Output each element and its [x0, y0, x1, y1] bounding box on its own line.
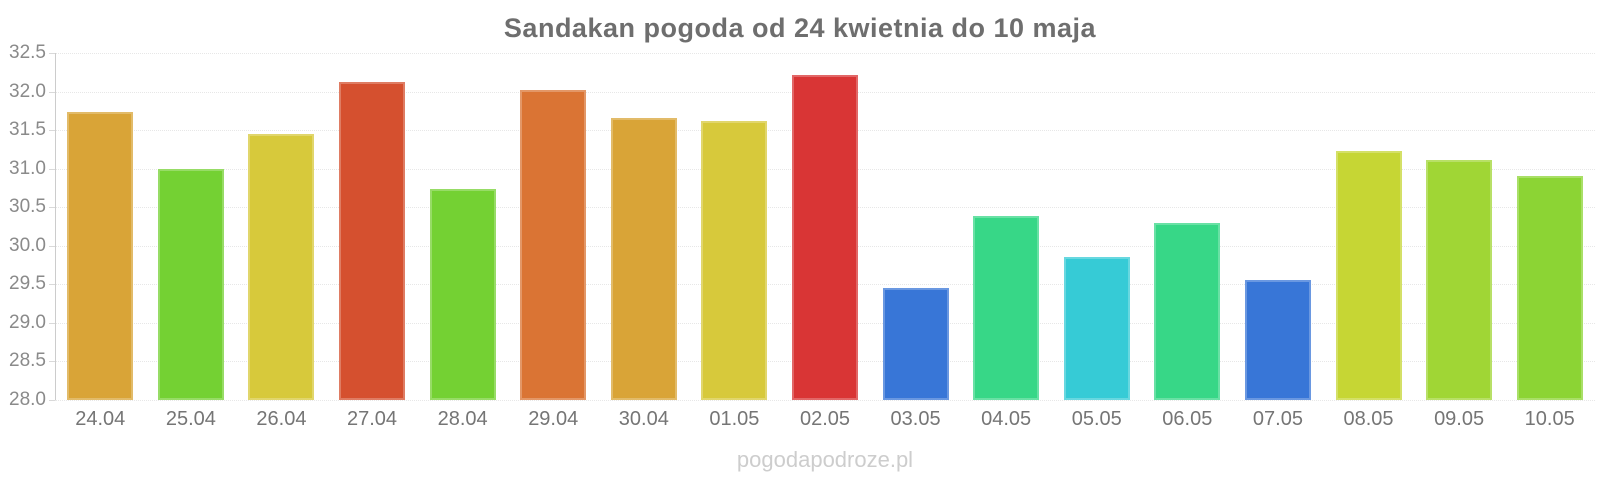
x-tick-label: 26.04 [256, 408, 307, 430]
x-tick-label: 02.05 [799, 408, 851, 430]
gridline [55, 53, 1595, 54]
x-tick-label: 29.04 [528, 408, 579, 430]
x-tick-label: 24.04 [75, 408, 126, 430]
bar-04.05[interactable] [973, 215, 1040, 400]
x-tick-label: 04.05 [981, 408, 1032, 430]
y-tick-label: 30.0 [9, 234, 46, 256]
y-tick-label: 28.5 [9, 350, 46, 372]
gridline [55, 400, 1595, 401]
x-tick-label: 28.04 [437, 408, 488, 430]
bar-27.04[interactable] [339, 82, 406, 400]
chart-title: Sandakan pogoda od 24 kwietnia do 10 maj… [503, 13, 1097, 43]
y-axis-tick [49, 207, 55, 209]
y-axis-tick [49, 53, 55, 54]
bar-01.05[interactable] [701, 120, 768, 400]
y-tick-label: 28.0 [9, 389, 46, 410]
x-tick-label: 05.05 [1071, 408, 1122, 430]
bar-10.05[interactable] [1516, 176, 1583, 400]
bar-30.04[interactable] [610, 117, 677, 400]
x-tick-label: 08.05 [1343, 408, 1394, 430]
x-tick-label: 07.05 [1252, 408, 1303, 430]
watermark: pogodapodroze.pl [736, 447, 914, 472]
x-tick-label: 27.04 [347, 408, 398, 430]
bar-24.04[interactable] [67, 112, 134, 400]
y-axis-tick [49, 322, 55, 324]
y-tick-label: 32.0 [9, 80, 46, 102]
bar-05.05[interactable] [1063, 256, 1130, 400]
y-axis-line [55, 53, 56, 400]
y-axis-tick [49, 361, 55, 363]
y-axis-tick [49, 130, 55, 132]
x-tick-label: 25.04 [165, 408, 216, 430]
y-axis-tick [49, 168, 55, 170]
bar-29.04[interactable] [520, 90, 587, 400]
bar-28.04[interactable] [429, 188, 496, 400]
bar-09.05[interactable] [1426, 160, 1493, 400]
x-tick-label: 30.04 [618, 408, 669, 430]
bar-07.05[interactable] [1244, 280, 1311, 400]
bar-06.05[interactable] [1154, 223, 1221, 400]
bar-26.04[interactable] [248, 133, 315, 400]
y-tick-label: 30.5 [9, 196, 46, 218]
y-axis-tick [49, 400, 55, 401]
y-tick-label: 31.5 [9, 119, 46, 141]
y-axis-tick [49, 245, 55, 247]
y-axis-tick [49, 91, 55, 93]
y-tick-label: 29.5 [9, 273, 46, 295]
bar-02.05[interactable] [792, 74, 858, 400]
y-tick-label: 29.0 [9, 311, 46, 333]
y-tick-label: 32.5 [9, 42, 46, 63]
y-axis-tick [49, 284, 55, 286]
x-tick-label: 09.05 [1434, 408, 1485, 430]
x-tick-label: 03.05 [890, 408, 941, 430]
bar-08.05[interactable] [1335, 150, 1402, 400]
y-tick-label: 31.0 [9, 157, 46, 179]
x-tick-label: 06.05 [1162, 408, 1213, 430]
bar-25.04[interactable] [157, 168, 224, 400]
x-tick-label: 10.05 [1524, 408, 1575, 430]
x-tick-label: 01.05 [709, 408, 760, 430]
bar-03.05[interactable] [882, 288, 949, 400]
